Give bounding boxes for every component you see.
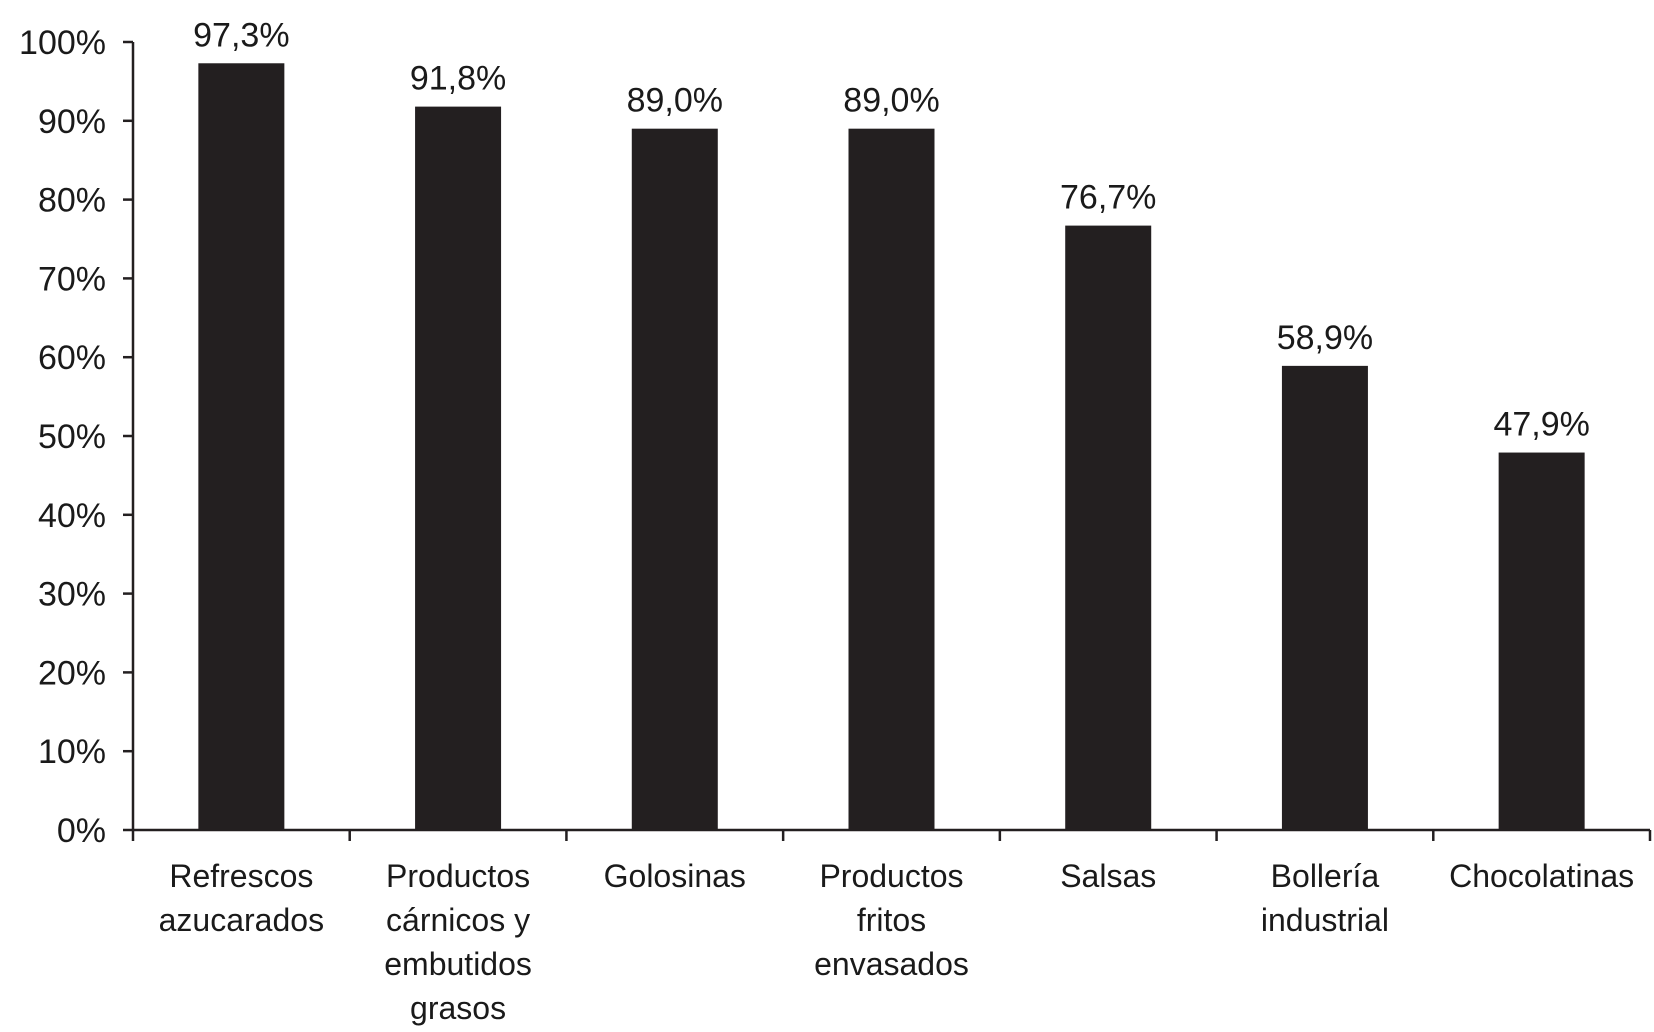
y-tick-label: 20% [38, 654, 106, 692]
y-tick-label: 40% [38, 497, 106, 535]
bars [198, 63, 1585, 831]
y-tick-label: 0% [57, 812, 106, 850]
y-axis: 0% 10% 20% 30% 40% 50% 60% 70% 80% 90% 100% [19, 24, 135, 850]
data-label: 89,0% [627, 82, 723, 120]
data-label: 97,3% [193, 16, 289, 54]
x-axis [131, 828, 1652, 841]
y-tick-label: 30% [38, 576, 106, 614]
category-labels: Refrescos azucarados Productos cárnicos y em… [159, 858, 1635, 1026]
y-tick-label: 100% [19, 24, 106, 62]
bar [1065, 225, 1152, 830]
x-tick-label: Salsas [1060, 858, 1156, 894]
data-label: 47,9% [1493, 406, 1589, 444]
y-tick-label: 50% [38, 418, 106, 456]
x-tick-label: Bollería industrial [1261, 858, 1389, 938]
x-tick-label: Productos fritos envasados [814, 858, 969, 982]
data-label: 91,8% [410, 60, 506, 98]
data-label: 58,9% [1277, 319, 1373, 357]
x-tick-label: Refrescos azucarados [159, 858, 324, 938]
y-tick-label: 80% [38, 182, 106, 220]
y-tick-label: 90% [38, 103, 106, 141]
y-tick-label: 10% [38, 733, 106, 771]
x-tick-label: Chocolatinas [1449, 858, 1634, 894]
data-label: 89,0% [843, 82, 939, 120]
y-tick-label: 70% [38, 260, 106, 298]
bar [198, 63, 285, 830]
y-tick-label: 60% [38, 339, 106, 377]
bar [1281, 365, 1368, 830]
x-tick-label: Golosinas [604, 858, 746, 894]
x-tick-label: Productos cárnicos y embutidos grasos [384, 858, 532, 1026]
bar [631, 128, 718, 830]
bar [848, 128, 935, 830]
data-label: 76,7% [1060, 179, 1156, 217]
bar [415, 106, 502, 831]
data-labels: 97,3% 91,8% 89,0% 89,0% 76,7% 58,9% 47,9% [193, 16, 1590, 443]
bar [1498, 452, 1585, 830]
